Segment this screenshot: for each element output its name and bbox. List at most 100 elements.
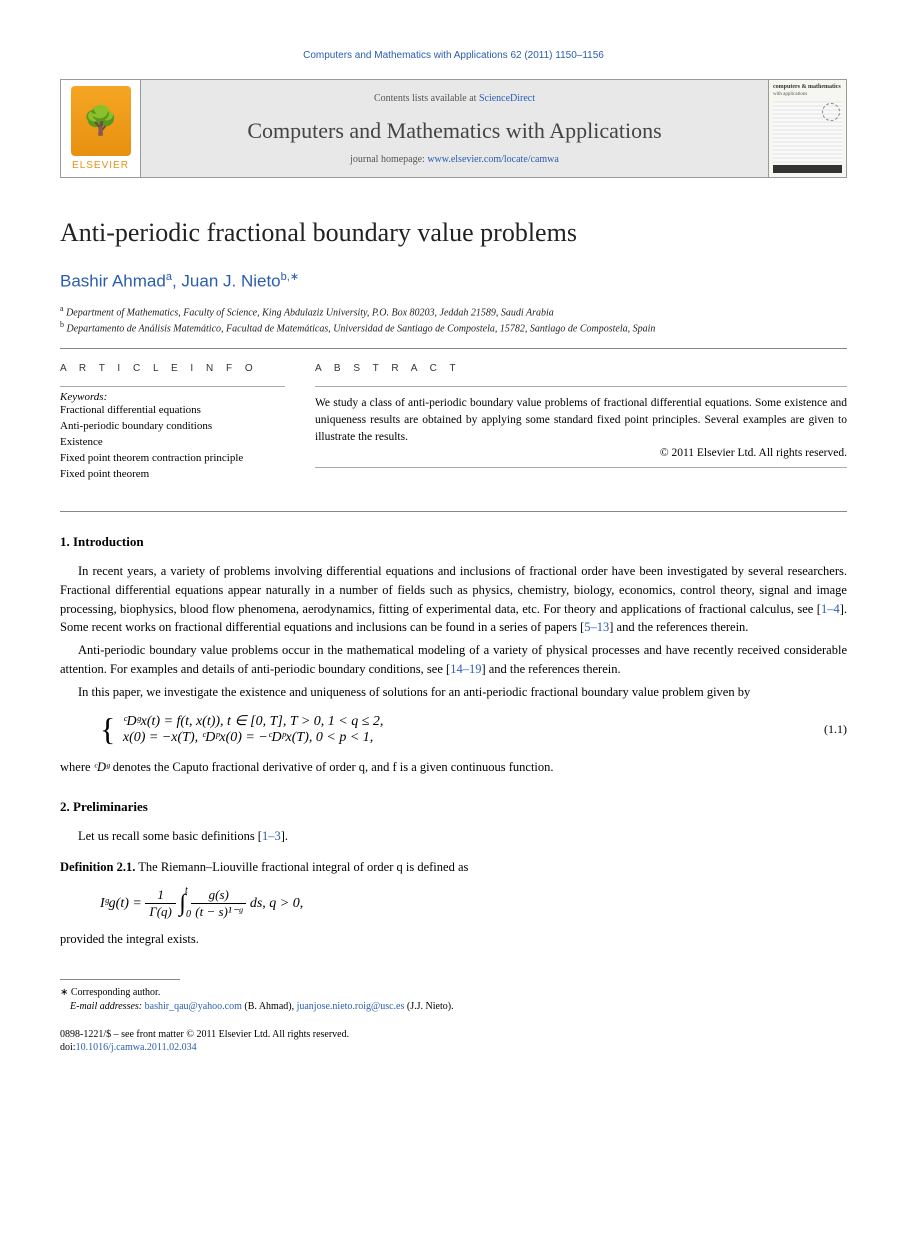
- affil-sup-b: b: [60, 320, 64, 329]
- article-info-column: A R T I C L E I N F O Keywords: Fraction…: [60, 363, 285, 483]
- cover-subtitle: with applications: [773, 92, 842, 97]
- intro-para-3: In this paper, we investigate the existe…: [60, 683, 847, 702]
- abstract-heading: A B S T R A C T: [315, 363, 847, 374]
- int-upper: t: [185, 885, 188, 896]
- email-footnote: E-mail addresses: bashir_qau@yahoo.com (…: [60, 1000, 847, 1014]
- journal-cover-thumb: computers & mathematics with application…: [768, 80, 846, 177]
- doi-label: doi:: [60, 1042, 76, 1053]
- contents-prefix: Contents lists available at: [374, 93, 479, 104]
- ref-link-14-19[interactable]: 14–19: [450, 662, 481, 676]
- page: Computers and Mathematics with Applicati…: [0, 0, 907, 1095]
- intro-p4a: where: [60, 760, 94, 774]
- intro-p1-text-a: In recent years, a variety of problems i…: [60, 564, 847, 616]
- int-lower: 0: [186, 909, 191, 920]
- section-1-heading: 1. Introduction: [60, 534, 847, 550]
- elsevier-tree-icon: 🌳: [71, 86, 131, 156]
- eqn2-frac1: 1 Γ(q): [145, 887, 176, 920]
- prelim-para-1: Let us recall some basic definitions [1–…: [60, 827, 847, 846]
- email-2-link[interactable]: juanjose.nieto.roig@usc.es: [297, 1001, 405, 1012]
- info-abstract-row: A R T I C L E I N F O Keywords: Fraction…: [60, 363, 847, 483]
- intro-p1-text-c: ] and the references therein.: [609, 620, 748, 634]
- elsevier-logo: 🌳 ELSEVIER: [61, 80, 141, 177]
- header-center: Contents lists available at ScienceDirec…: [141, 80, 768, 177]
- prelim-p1a: Let us recall some basic definitions [: [78, 829, 262, 843]
- journal-name: Computers and Mathematics with Applicati…: [247, 118, 661, 144]
- rule-above-info: [60, 348, 847, 349]
- intro-para-1: In recent years, a variety of problems i…: [60, 562, 847, 637]
- abs-rule-bottom: [315, 467, 847, 468]
- keyword-2: Anti-periodic boundary conditions: [60, 419, 285, 435]
- doi-line: doi:10.1016/j.camwa.2011.02.034: [60, 1041, 847, 1055]
- email-1-link[interactable]: bashir_qau@yahoo.com: [145, 1001, 242, 1012]
- equation-integral-content: Iᵍg(t) = 1 Γ(q) ∫0t g(s) (t − s)¹⁻ᵍ ds, …: [100, 885, 847, 920]
- prelim-para-2: provided the integral exists.: [60, 930, 847, 949]
- equation-1-1-number: (1.1): [824, 722, 847, 737]
- front-matter-line: 0898-1221/$ – see front matter © 2011 El…: [60, 1028, 847, 1042]
- eqn2-lhs: Iᵍg(t) =: [100, 896, 145, 911]
- cover-footer: [773, 165, 842, 173]
- intro-para-4: where ᶜDᵍ denotes the Caputo fractional …: [60, 758, 847, 777]
- author-2-affil-sup: b,∗: [281, 271, 299, 283]
- author-1[interactable]: Bashir Ahmad: [60, 272, 166, 291]
- homepage-link[interactable]: www.elsevier.com/locate/camwa: [427, 154, 559, 165]
- intro-para-2: Anti-periodic boundary value problems oc…: [60, 641, 847, 679]
- abstract-column: A B S T R A C T We study a class of anti…: [315, 363, 847, 483]
- ref-link-5-13[interactable]: 5–13: [584, 620, 609, 634]
- cover-body: [773, 101, 842, 163]
- rule-below-info: [60, 511, 847, 512]
- eqn2-frac1-den: Γ(q): [145, 904, 176, 920]
- doi-link[interactable]: 10.1016/j.camwa.2011.02.034: [76, 1042, 197, 1053]
- intro-p4c: denotes the Caputo fractional derivative…: [110, 760, 554, 774]
- info-rule: [60, 386, 285, 387]
- equation-1-1: { ᶜDᵍx(t) = f(t, x(t)), t ∈ [0, T], T > …: [100, 711, 847, 748]
- affil-sup-a: a: [60, 304, 64, 313]
- definition-label: Definition 2.1.: [60, 860, 135, 874]
- email-1-name: (B. Ahmad),: [242, 1001, 297, 1012]
- definition-2-1: Definition 2.1. The Riemann–Liouville fr…: [60, 860, 847, 875]
- intro-p2-text-b: ] and the references therein.: [481, 662, 620, 676]
- authors-line: Bashir Ahmada, Juan J. Nietob,∗: [60, 270, 847, 292]
- article-info-heading: A R T I C L E I N F O: [60, 363, 285, 374]
- keywords-label: Keywords:: [60, 391, 285, 403]
- prelim-p1b: ].: [281, 829, 288, 843]
- definition-text: The Riemann–Liouville fractional integra…: [135, 860, 468, 874]
- author-sep: ,: [172, 272, 181, 291]
- keyword-5: Fixed point theorem: [60, 467, 285, 483]
- eqn2-tail: ds, q > 0,: [250, 896, 303, 911]
- corresponding-author-note: ∗ Corresponding author.: [60, 986, 847, 1000]
- copyright-line: © 2011 Elsevier Ltd. All rights reserved…: [315, 447, 847, 459]
- section-2-heading: 2. Preliminaries: [60, 799, 847, 815]
- email-2-name: (J.J. Nieto).: [404, 1001, 453, 1012]
- eqn1-line1: ᶜDᵍx(t) = f(t, x(t)), t ∈ [0, T], T > 0,…: [123, 713, 384, 730]
- abstract-text: We study a class of anti-periodic bounda…: [315, 395, 847, 445]
- article-title: Anti-periodic fractional boundary value …: [60, 218, 847, 248]
- equation-integral: Iᵍg(t) = 1 Γ(q) ∫0t g(s) (t − s)¹⁻ᵍ ds, …: [100, 885, 847, 920]
- affiliation-a: a Department of Mathematics, Faculty of …: [60, 304, 847, 318]
- keyword-4: Fixed point theorem contraction principl…: [60, 451, 285, 467]
- eqn1-line2: x(0) = −x(T), ᶜDᵖx(0) = −ᶜDᵖx(T), 0 < p …: [123, 730, 384, 746]
- cover-badge-icon: [822, 103, 840, 121]
- keyword-1: Fractional differential equations: [60, 403, 285, 419]
- author-2[interactable]: Juan J. Nieto: [181, 272, 280, 291]
- eqn2-frac2: g(s) (t − s)¹⁻ᵍ: [191, 887, 246, 920]
- abs-rule-top: [315, 386, 847, 387]
- email-label: E-mail addresses:: [70, 1001, 145, 1012]
- footnote-rule: [60, 979, 180, 980]
- homepage-prefix: journal homepage:: [350, 154, 427, 165]
- brace-icon: {: [100, 711, 115, 748]
- eqn2-frac2-num: g(s): [191, 887, 246, 904]
- elsevier-label: ELSEVIER: [72, 160, 129, 171]
- affil-text-b: Departamento de Análisis Matemático, Fac…: [67, 323, 656, 334]
- contents-available-line: Contents lists available at ScienceDirec…: [374, 93, 535, 104]
- affil-text-a: Department of Mathematics, Faculty of Sc…: [66, 307, 554, 318]
- caputo-symbol: ᶜDᵍ: [94, 760, 110, 774]
- ref-link-1-4[interactable]: 1–4: [821, 602, 840, 616]
- sciencedirect-link[interactable]: ScienceDirect: [479, 93, 535, 104]
- eqn2-frac2-den: (t − s)¹⁻ᵍ: [191, 904, 246, 920]
- citation-header: Computers and Mathematics with Applicati…: [60, 50, 847, 61]
- homepage-line: journal homepage: www.elsevier.com/locat…: [350, 154, 559, 165]
- ref-link-1-3[interactable]: 1–3: [262, 829, 281, 843]
- eqn2-frac1-num: 1: [145, 887, 176, 904]
- equation-1-1-content: { ᶜDᵍx(t) = f(t, x(t)), t ∈ [0, T], T > …: [100, 711, 824, 748]
- front-matter-block: 0898-1221/$ – see front matter © 2011 El…: [60, 1028, 847, 1055]
